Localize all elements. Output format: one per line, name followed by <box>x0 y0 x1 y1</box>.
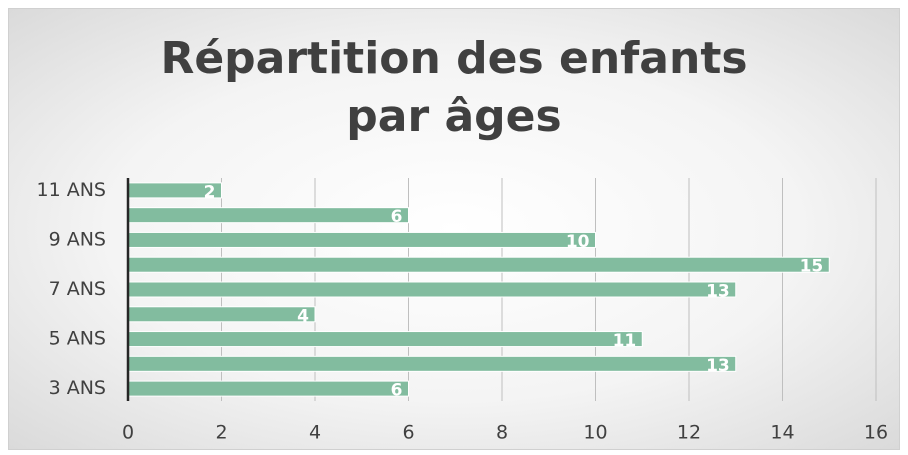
x-tick-label: 4 <box>309 422 321 444</box>
bar <box>127 231 596 248</box>
y-tick-label: 9 ANS <box>49 228 106 250</box>
bar <box>127 355 737 372</box>
chart-title: Répartition des enfants par âges <box>160 33 748 142</box>
bar <box>127 281 737 298</box>
x-tick-label: 10 <box>583 422 607 444</box>
bar <box>127 331 643 348</box>
y-tick-label: 3 ANS <box>49 377 106 399</box>
data-label: 13 <box>706 282 730 302</box>
data-label: 4 <box>297 306 309 326</box>
y-tick-label: 7 ANS <box>49 278 106 300</box>
data-label: 11 <box>613 331 637 351</box>
bar <box>127 306 316 323</box>
bar <box>127 380 409 397</box>
data-label: 2 <box>204 182 216 202</box>
y-tick-label: 5 ANS <box>49 328 106 350</box>
data-label: 15 <box>800 257 824 277</box>
x-tick-label: 6 <box>402 422 414 444</box>
data-label: 13 <box>706 356 730 376</box>
chart-frame <box>8 8 900 450</box>
x-tick-label: 14 <box>770 422 794 444</box>
bar <box>127 256 830 273</box>
data-label: 6 <box>391 381 403 401</box>
x-tick-label: 12 <box>677 422 701 444</box>
x-tick-label: 2 <box>215 422 227 444</box>
data-label: 10 <box>566 232 590 252</box>
data-label: 6 <box>391 207 403 227</box>
x-tick-label: 8 <box>496 422 508 444</box>
y-tick-label: 11 ANS <box>37 179 107 201</box>
x-tick-label: 0 <box>122 422 134 444</box>
bar <box>127 207 409 224</box>
x-tick-label: 16 <box>864 422 888 444</box>
